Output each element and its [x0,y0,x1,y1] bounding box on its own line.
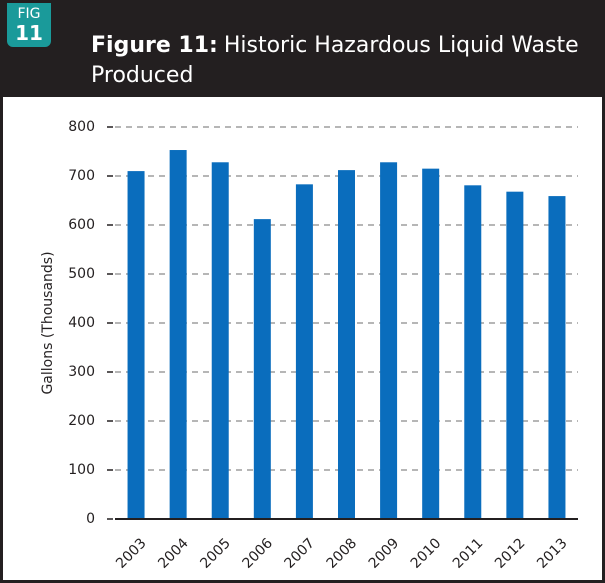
x-tick-label: 2011 [450,535,487,572]
y-tick-label: 700 [68,168,95,184]
y-tick-label: 200 [68,413,95,429]
y-tick-label: 500 [68,266,95,282]
bar [169,150,187,519]
x-tick-label: 2010 [408,535,445,572]
x-tick-label: 2012 [492,535,529,572]
x-tick-label: 2004 [155,535,192,572]
chart-title: Historic Hazardous Liquid Waste Produced [91,33,579,88]
header: FIG 11 Figure 11: Historic Hazardous Liqu… [3,3,602,97]
x-tick-label: 2013 [534,535,571,572]
bar [548,196,566,519]
badge-number: 11 [15,21,43,45]
y-tick-label: 600 [68,217,95,233]
y-tick-label: 800 [68,119,95,135]
x-tick-label: 2008 [324,535,361,572]
bar [253,219,271,519]
badge-label: FIG [17,6,41,22]
bar [211,162,229,519]
bar [506,191,524,519]
y-axis-label: Gallons (Thousands) [40,251,56,394]
bar [295,184,313,519]
y-tick-label: 400 [68,315,95,331]
x-tick-label: 2006 [239,535,276,572]
title: Figure 11: Historic Hazardous Liquid Wast… [91,31,591,91]
x-tick-label: 2007 [282,535,319,572]
x-tick-label: 2009 [366,535,403,572]
figure-label: Figure 11: [91,33,218,58]
x-tick-label: 2003 [113,535,150,572]
bar [464,185,482,519]
bar [422,168,440,519]
bar [380,162,398,519]
x-tick-label: 2005 [197,535,234,572]
bar [127,171,145,519]
bar [338,170,355,519]
badge: FIG 11 [7,3,51,47]
y-tick-label: 100 [68,462,95,478]
y-tick-label: 300 [68,364,95,380]
y-tick-label: 0 [86,511,95,527]
